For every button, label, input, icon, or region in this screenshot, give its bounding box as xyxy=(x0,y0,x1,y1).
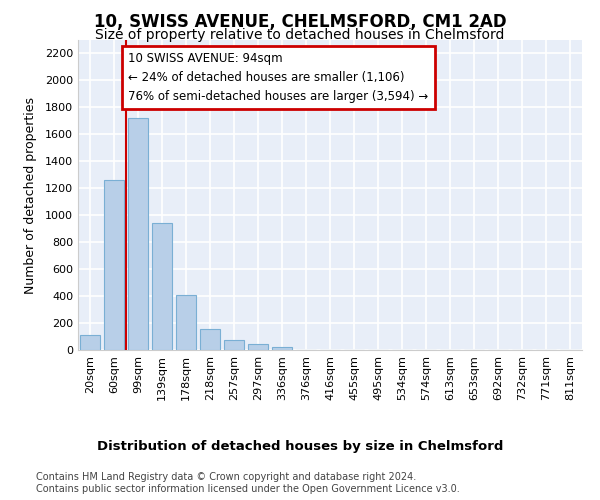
Bar xyxy=(80,335,100,350)
Bar xyxy=(128,118,148,350)
Text: 10 SWISS AVENUE: 94sqm
← 24% of detached houses are smaller (1,106)
76% of semi-: 10 SWISS AVENUE: 94sqm ← 24% of detached… xyxy=(128,52,428,103)
Text: Distribution of detached houses by size in Chelmsford: Distribution of detached houses by size … xyxy=(97,440,503,453)
Text: 10, SWISS AVENUE, CHELMSFORD, CM1 2AD: 10, SWISS AVENUE, CHELMSFORD, CM1 2AD xyxy=(94,12,506,30)
Text: Contains HM Land Registry data © Crown copyright and database right 2024.
Contai: Contains HM Land Registry data © Crown c… xyxy=(36,472,460,494)
Bar xyxy=(200,329,220,350)
Bar xyxy=(104,180,124,350)
Bar xyxy=(248,344,268,350)
Bar xyxy=(272,346,292,350)
Bar xyxy=(152,224,172,350)
Text: Size of property relative to detached houses in Chelmsford: Size of property relative to detached ho… xyxy=(95,28,505,42)
Bar xyxy=(224,340,244,350)
Bar xyxy=(176,296,196,350)
Y-axis label: Number of detached properties: Number of detached properties xyxy=(23,96,37,294)
